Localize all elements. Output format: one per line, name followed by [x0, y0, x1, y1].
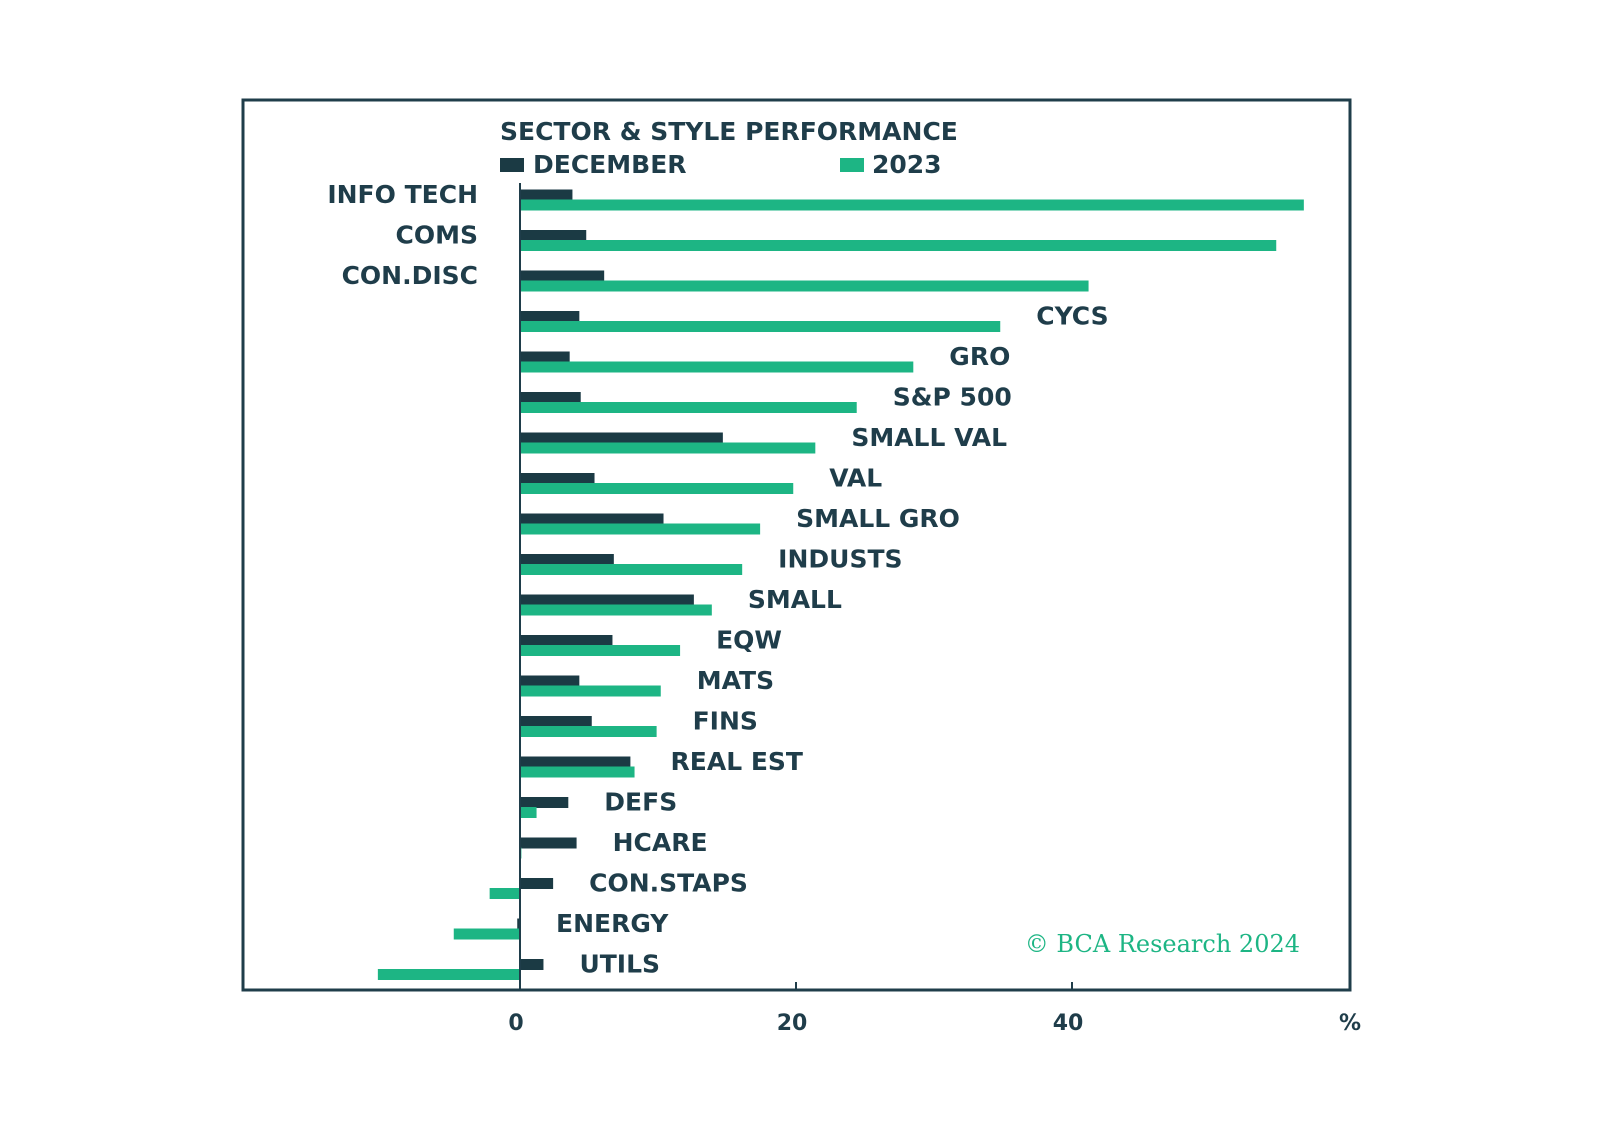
category-label-eqw: EQW [716, 626, 782, 655]
bar-2023-coms [520, 240, 1277, 251]
category-label-industs: INDUSTS [778, 545, 902, 574]
bar-2023-cycs [520, 321, 1001, 332]
category-label-coms: COMS [396, 221, 478, 250]
bar-december-con-disc [520, 270, 605, 282]
category-label-info-tech: INFO TECH [327, 180, 478, 209]
bar-december-hcare [520, 837, 577, 849]
bar-2023-con-disc [520, 280, 1089, 292]
category-label-small-gro: SMALL GRO [796, 504, 960, 533]
chart-title: SECTOR & STYLE PERFORMANCE [500, 117, 958, 146]
legend-swatch-2023 [840, 158, 864, 172]
x-axis-ticks: 0 20 40 [508, 982, 1083, 1036]
bar-december-small [520, 594, 694, 606]
category-label-real-est: REAL EST [671, 747, 803, 776]
bar-2023-small-val [520, 442, 816, 454]
bar-2023-fins [520, 726, 657, 737]
category-label-fins: FINS [693, 707, 758, 736]
bar-2023-small [520, 604, 712, 616]
category-label-con-disc: CON.DISC [342, 261, 478, 290]
copyright-text: © BCA Research 2024 [1025, 930, 1300, 958]
bar-2023-defs [520, 807, 537, 818]
category-label-s-p-500: S&P 500 [893, 383, 1012, 412]
bar-december-defs [520, 797, 569, 808]
bars-group [377, 189, 1304, 980]
bar-2023-small-gro [520, 523, 761, 535]
bar-2023-con-staps [489, 888, 520, 899]
bar-2023-val [520, 483, 794, 494]
bar-december-mats [520, 675, 580, 687]
category-label-energy: ENERGY [556, 909, 669, 938]
x-tick-label-0: 0 [508, 1011, 523, 1036]
bar-december-info-tech [520, 189, 573, 201]
x-tick-label-20: 20 [777, 1011, 808, 1036]
bar-december-s-p-500 [520, 392, 581, 403]
bar-december-coms [520, 230, 587, 241]
category-label-val: VAL [829, 464, 882, 493]
category-label-hcare: HCARE [613, 828, 708, 857]
bar-2023-industs [520, 564, 743, 575]
bar-december-industs [520, 554, 614, 565]
category-label-cycs: CYCS [1036, 302, 1108, 331]
legend: DECEMBER 2023 [500, 150, 942, 179]
bar-2023-real-est [520, 766, 635, 778]
legend-swatch-december [500, 158, 524, 172]
bar-2023-energy [453, 928, 520, 940]
category-label-mats: MATS [697, 666, 774, 695]
category-label-gro: GRO [949, 342, 1010, 371]
category-label-utils: UTILS [579, 950, 660, 979]
bar-december-energy [517, 918, 520, 930]
bar-december-eqw [520, 635, 613, 646]
bar-december-small-val [520, 432, 723, 444]
bar-2023-gro [520, 361, 914, 373]
bar-december-cycs [520, 311, 580, 322]
bar-2023-info-tech [520, 199, 1304, 211]
x-tick-label-40: 40 [1053, 1011, 1084, 1036]
category-label-small-val: SMALL VAL [851, 423, 1007, 452]
bar-december-fins [520, 716, 592, 727]
bar-december-gro [520, 351, 570, 363]
legend-label-2023: 2023 [872, 150, 942, 179]
bar-december-utils [520, 959, 544, 970]
category-labels-group: INFO TECH COMS CON.DISC CYCS GRO S&P 500 SMALL… [327, 180, 1108, 979]
bar-2023-eqw [520, 645, 681, 656]
category-label-con-staps: CON.STAPS [589, 869, 748, 898]
bar-december-real-est [520, 756, 631, 768]
bar-december-small-gro [520, 513, 664, 525]
bar-december-val [520, 473, 595, 484]
x-axis-unit-label: % [1339, 1011, 1361, 1036]
bar-december-con-staps [520, 878, 554, 889]
bar-2023-s-p-500 [520, 402, 857, 413]
bar-2023-utils [377, 969, 520, 980]
legend-label-december: DECEMBER [533, 150, 687, 179]
category-label-defs: DEFS [604, 788, 677, 817]
category-label-small: SMALL [748, 585, 842, 614]
bar-2023-mats [520, 685, 661, 697]
